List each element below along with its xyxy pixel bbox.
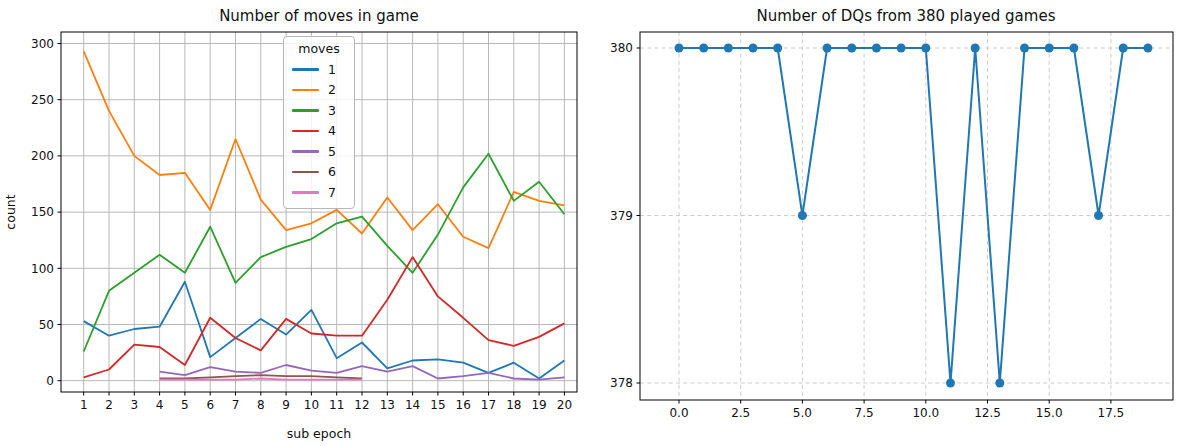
legend: moves 1 2 3 4 5 6 7 (283, 36, 355, 209)
legend-item-label: 3 (328, 103, 336, 118)
y-tick-label: 379 (610, 209, 633, 223)
data-point-marker (724, 44, 733, 53)
y-tick-label: 100 (31, 262, 54, 276)
y-tick-label: 0 (46, 374, 54, 388)
x-tick-label: 17 (481, 398, 496, 412)
y-tick-label: 50 (39, 318, 54, 332)
legend-line-swatch (292, 68, 319, 71)
x-tick-label: 2.5 (731, 406, 750, 420)
data-point-marker (1069, 44, 1078, 53)
x-tick-label: 2 (105, 398, 113, 412)
x-tick-label: 15.0 (1036, 406, 1063, 420)
data-point-marker (773, 44, 782, 53)
x-tick-label: 12.5 (974, 406, 1001, 420)
left-x-axis-label: sub epoch (287, 426, 351, 441)
y-tick-label: 380 (610, 41, 633, 55)
y-tick-label: 150 (31, 205, 54, 219)
data-point-marker (1119, 44, 1128, 53)
legend-item-move-7: 7 (290, 182, 348, 203)
data-point-marker (1143, 44, 1152, 53)
x-tick-label: 18 (506, 398, 521, 412)
x-tick-label: 5 (181, 398, 189, 412)
left-y-ticks: 0 50 100 150 200 250 300 (31, 37, 61, 388)
data-point-marker (823, 44, 832, 53)
data-point-marker (1045, 44, 1054, 53)
x-tick-label: 8 (257, 398, 265, 412)
x-tick-label: 17.5 (1098, 406, 1125, 420)
x-tick-label: 1 (80, 398, 88, 412)
x-tick-label: 6 (206, 398, 214, 412)
legend-item-move-5: 5 (290, 141, 348, 162)
data-point-marker (847, 44, 856, 53)
x-tick-label: 14 (405, 398, 420, 412)
legend-line-swatch (292, 130, 319, 133)
figure: 1234567891011121314151617181920050100150… (0, 0, 1178, 446)
data-point-marker (1020, 44, 1029, 53)
data-point-marker (995, 379, 1004, 388)
x-tick-label: 16 (456, 398, 471, 412)
x-tick-label: 0.0 (669, 406, 688, 420)
x-tick-label: 11 (329, 398, 344, 412)
data-point-marker (749, 44, 758, 53)
legend-item-move-6: 6 (290, 162, 348, 183)
x-tick-label: 7.5 (855, 406, 874, 420)
legend-item-move-2: 2 (290, 80, 348, 101)
legend-item-label: 1 (328, 62, 336, 77)
legend-item-move-4: 4 (290, 121, 348, 142)
data-point-marker (872, 44, 881, 53)
data-point-marker (921, 44, 930, 53)
x-tick-label: 4 (156, 398, 164, 412)
legend-item-label: 6 (328, 164, 336, 179)
legend-item-label: 5 (328, 144, 336, 159)
data-point-marker (946, 379, 955, 388)
legend-item-label: 7 (328, 185, 336, 200)
chart-canvas: 1234567891011121314151617181920050100150… (0, 0, 1178, 446)
legend-line-swatch (292, 89, 319, 92)
right-chart-title: Number of DQs from 380 played games (757, 7, 1056, 25)
legend-line-swatch (292, 171, 319, 174)
legend-title: moves (290, 41, 348, 56)
legend-item-label: 4 (328, 123, 336, 138)
data-point-marker (897, 44, 906, 53)
data-point-marker (798, 211, 807, 220)
right-y-ticks: 378 379 380 (610, 41, 640, 390)
x-tick-label: 9 (282, 398, 290, 412)
right-x-ticks: 0.0 2.5 5.0 7.5 10.0 12.5 15.0 17.5 (669, 400, 1124, 420)
x-tick-label: 12 (354, 398, 369, 412)
series-line-move-4 (84, 257, 565, 377)
legend-line-swatch (292, 150, 319, 153)
data-point-marker (675, 44, 684, 53)
right-chart: 0.0 2.5 5.0 7.5 10.0 12.5 15.0 17.5 378 379 380 (610, 32, 1173, 420)
legend-item-move-1: 1 (290, 59, 348, 80)
legend-line-swatch (292, 109, 319, 112)
left-chart-title: Number of moves in game (219, 7, 419, 25)
left-x-ticks: 1234567891011121314151617181920 (80, 392, 572, 412)
y-tick-label: 250 (31, 93, 54, 107)
series-line-move-1 (84, 282, 565, 379)
data-point-marker (1094, 211, 1103, 220)
y-tick-label: 200 (31, 149, 54, 163)
data-point-marker (971, 44, 980, 53)
data-point-marker (699, 44, 708, 53)
x-tick-label: 13 (380, 398, 395, 412)
y-tick-label: 378 (610, 376, 633, 390)
left-y-axis-label: count (3, 194, 18, 229)
x-tick-label: 19 (531, 398, 546, 412)
y-tick-label: 300 (31, 37, 54, 51)
right-gridlines (640, 32, 1173, 400)
x-tick-label: 7 (232, 398, 240, 412)
x-tick-label: 10.0 (912, 406, 939, 420)
legend-item-label: 2 (328, 82, 336, 97)
legend-line-swatch (292, 191, 319, 194)
x-tick-label: 20 (557, 398, 572, 412)
x-tick-label: 15 (430, 398, 445, 412)
x-tick-label: 3 (130, 398, 138, 412)
x-tick-label: 10 (304, 398, 319, 412)
legend-item-move-3: 3 (290, 100, 348, 121)
x-tick-label: 5.0 (793, 406, 812, 420)
